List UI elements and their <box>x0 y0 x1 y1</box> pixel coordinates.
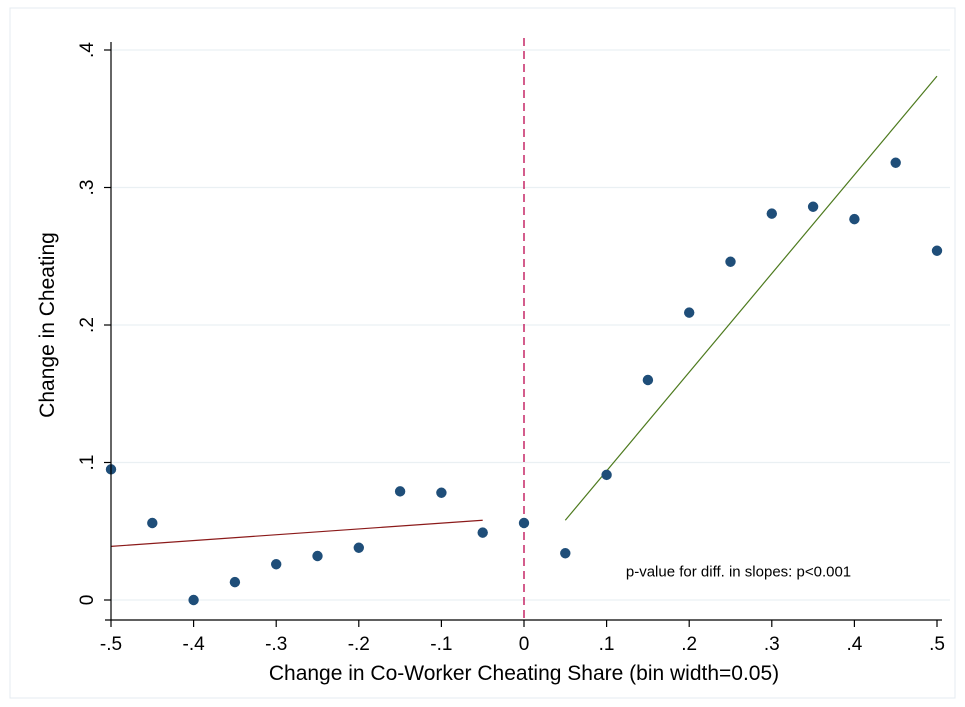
data-point <box>931 245 943 256</box>
x-tick-label: .3 <box>764 634 780 655</box>
x-tick-label: -.2 <box>348 634 370 655</box>
slope-pvalue-annotation: p-value for diff. in slopes: p<0.001 <box>626 564 851 581</box>
x-tick-label: .4 <box>846 634 862 655</box>
x-axis-title: Change in Co-Worker Cheating Share (bin … <box>269 662 779 685</box>
plot-region-frame <box>9 7 956 699</box>
data-point <box>436 487 447 498</box>
data-point <box>684 307 695 318</box>
fit-line-right <box>564 75 938 521</box>
fit-lines <box>110 75 938 547</box>
data-point <box>229 576 241 588</box>
data-point <box>353 542 364 553</box>
data-points <box>105 157 943 606</box>
data-point <box>560 548 571 559</box>
data-point <box>188 594 199 606</box>
data-point <box>312 550 323 562</box>
x-tick-label: -.3 <box>265 634 287 655</box>
data-point <box>890 157 901 168</box>
data-point <box>601 469 612 481</box>
x-tick-label: -.4 <box>183 634 206 655</box>
x-tick-label: 0 <box>519 634 530 655</box>
data-point <box>271 559 282 570</box>
y-axis-title: Change in Cheating <box>36 232 59 418</box>
data-point <box>147 517 158 529</box>
x-tick-label: .1 <box>599 634 615 655</box>
y-tick-label: .1 <box>77 455 98 471</box>
y-tick-label: .4 <box>77 42 98 58</box>
data-point <box>725 256 736 267</box>
x-tick-label: .5 <box>929 634 945 655</box>
y-tick-label: 0 <box>77 595 98 606</box>
x-tick-label: -.5 <box>100 634 122 655</box>
data-point <box>849 213 860 225</box>
gridlines <box>111 49 950 601</box>
data-point <box>642 374 654 386</box>
data-point <box>766 208 777 219</box>
x-tick-label: -.1 <box>430 634 452 655</box>
data-point <box>518 517 530 529</box>
data-point <box>394 486 406 497</box>
data-point <box>477 527 488 538</box>
y-tick-label: .3 <box>77 180 98 196</box>
data-point <box>807 201 819 212</box>
axes: 0 .1 .2 .3 .4 -.5 -.4 -.3 -.2 -.1 0 .1 .2 .3 .4 .5 <box>77 42 945 655</box>
fit-line-left <box>110 519 483 547</box>
x-tick-label: .2 <box>681 634 697 655</box>
y-tick-label: .2 <box>77 317 98 333</box>
